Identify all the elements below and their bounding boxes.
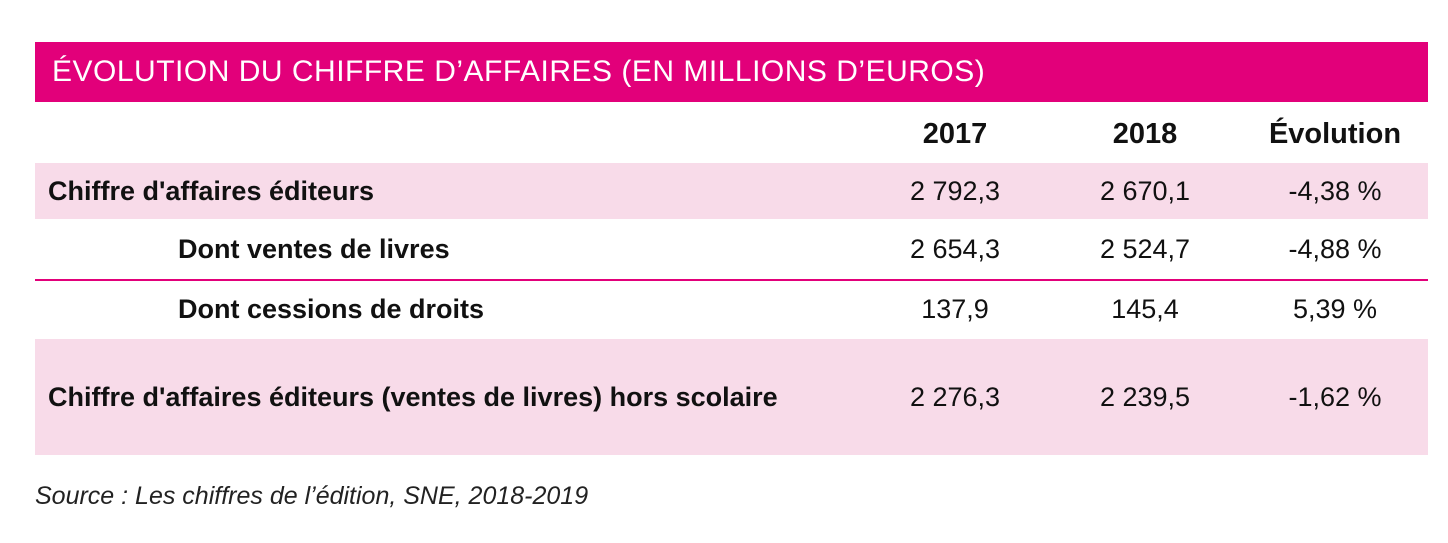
cell-2018: 2 239,5 [1099,381,1191,412]
cell-2017: 2 654,3 [909,233,1001,264]
cell-2017: 2 276,3 [909,381,1001,412]
table-row: Chiffre d'affaires éditeurs (ventes de l… [35,339,1428,455]
cell-2017: 137,9 [921,293,989,324]
row-label: Dont cessions de droits [178,293,485,324]
cell-evolution: -1,62 % [1288,381,1382,412]
cell-2017: 2 792,3 [909,175,1001,206]
column-header-2018: 2018 [1112,117,1178,150]
column-header-evolution: Évolution [1268,117,1402,150]
source-note: Source : Les chiffres de l’édition, SNE,… [35,482,589,510]
table-row: Chiffre d'affaires éditeurs 2 792,3 2 67… [35,163,1428,219]
column-header-2017: 2017 [922,117,988,150]
row-divider [35,279,1428,281]
cell-2018: 145,4 [1111,293,1179,324]
table-title: ÉVOLUTION DU CHIFFRE D’AFFAIRES (EN MILL… [35,42,1428,102]
cell-evolution: 5,39 % [1292,293,1378,324]
cell-evolution: -4,88 % [1288,233,1382,264]
row-label: Chiffre d'affaires éditeurs [48,175,375,206]
table-header-row: 2017 2018 Évolution [35,105,1428,163]
cell-evolution: -4,38 % [1288,175,1382,206]
cell-2018: 2 524,7 [1099,233,1191,264]
cell-2018: 2 670,1 [1099,175,1191,206]
table-row: Dont ventes de livres 2 654,3 2 524,7 -4… [35,221,1428,277]
row-label: Dont ventes de livres [178,233,450,264]
row-label: Chiffre d'affaires éditeurs (ventes de l… [48,381,778,412]
table-row: Dont cessions de droits 137,9 145,4 5,39… [35,281,1428,337]
